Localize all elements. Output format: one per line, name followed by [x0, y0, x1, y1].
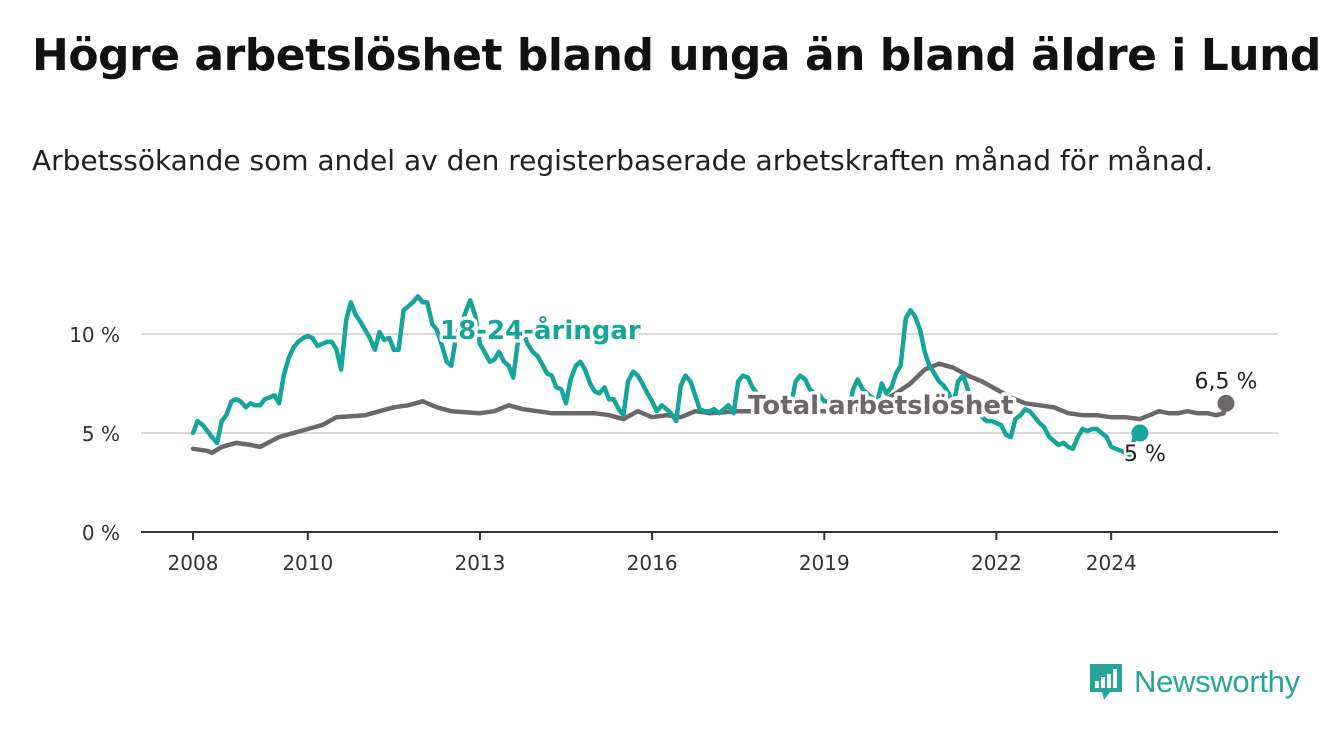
series-end-label: 6,5 % — [1195, 369, 1258, 394]
page-subtitle: Arbetssökande som andel av den registerb… — [32, 144, 1214, 177]
y-tick-label: 5 % — [82, 422, 120, 446]
newsworthy-logo: Newsworthy — [1088, 660, 1300, 704]
series-lines — [190, 294, 1235, 458]
x-tick-label: 2022 — [971, 551, 1022, 575]
gridlines — [141, 333, 1278, 434]
x-tick-label: 2013 — [454, 551, 505, 575]
x-tick-label: 2016 — [627, 551, 678, 575]
series-end-point-1 — [1131, 424, 1149, 442]
x-tick-label: 2019 — [799, 551, 850, 575]
x-tick-label: 2010 — [282, 551, 333, 575]
brand-name: Newsworthy — [1134, 664, 1300, 699]
series-name-label: Total arbetslöshet — [748, 391, 1013, 421]
series-end-point-0 — [1217, 394, 1235, 412]
series-name-label: 18-24-åringar — [440, 314, 641, 346]
y-tick-label: 0 % — [82, 521, 120, 545]
series-line-0 — [190, 361, 1229, 456]
page-title: Högre arbetslöshet bland unga än bland ä… — [32, 30, 1321, 81]
series-line-1 — [190, 294, 1143, 458]
newsworthy-chart-icon — [1090, 664, 1122, 700]
x-axis: 2008 2010 2013 2016 2019 2022 2024 — [141, 531, 1278, 575]
y-tick-label: 10 % — [69, 323, 120, 347]
series-labels: 6,5 % 5 % Total arbetslöshet 18-24-åringar — [437, 311, 1260, 470]
x-tick-label: 2008 — [168, 551, 219, 575]
series-end-label: 5 % — [1124, 442, 1166, 467]
y-axis: 0 % 5 % 10 % — [69, 323, 120, 545]
x-tick-label: 2024 — [1086, 551, 1137, 575]
